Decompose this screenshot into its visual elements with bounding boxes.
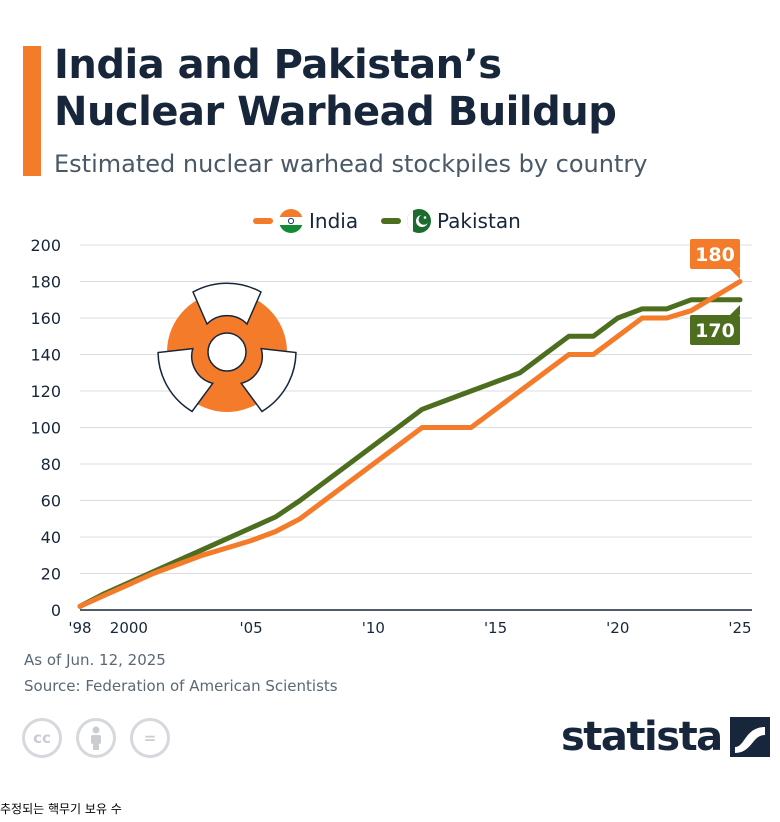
x-tick-label: '15 [484, 619, 507, 637]
x-tick-label: '20 [606, 619, 629, 637]
legend-swatch-pakistan [381, 218, 401, 224]
attribution-person-icon[interactable] [76, 718, 116, 758]
x-tick-label: 2000 [110, 619, 148, 637]
y-tick-label: 80 [41, 455, 61, 474]
y-tick-label: 40 [41, 528, 61, 547]
radiation-icon [157, 282, 297, 413]
axis-ticks: 0 20 40 60 80 100 120 140 160 180 200 '98 2000 '05 '10… [30, 236, 751, 637]
legend-swatch-india [253, 218, 273, 224]
y-tick-label: 180 [30, 273, 61, 292]
legend-item-india: India [253, 206, 358, 236]
end-value-badge: 170 [690, 305, 740, 345]
date-note: As of Jun. 12, 2025 [24, 651, 166, 669]
y-tick-label: 20 [41, 565, 61, 584]
y-tick-label: 100 [30, 419, 61, 438]
y-tick-label: 160 [30, 309, 61, 328]
x-tick-label: '10 [362, 619, 385, 637]
end-value-badge: 180 [690, 239, 740, 279]
y-tick-label: 60 [41, 492, 61, 511]
legend-label-india: India [309, 209, 359, 233]
legend-label-pakistan: Pakistan [437, 209, 521, 233]
title-line-1: India and Pakistan’s [54, 42, 502, 88]
series-lines [77, 279, 743, 609]
line-chart: 0 20 40 60 80 100 120 140 160 180 200 '98 2000 '05 '10… [30, 236, 752, 637]
end-labels: 180 170 [690, 239, 740, 345]
statista-logo[interactable]: statista [561, 712, 770, 762]
y-tick-label: 0 [51, 601, 61, 620]
source-note: Source: Federation of American Scientist… [24, 677, 338, 695]
pakistan-flag-icon [407, 209, 431, 233]
chart-grid [80, 244, 752, 611]
infographic-card: India and Pakistan’s Nuclear Warhead Bui… [0, 42, 780, 762]
statista-logo-text: statista [561, 714, 723, 760]
chart-legend: India Pakistan [0, 206, 780, 236]
y-tick-label: 200 [30, 236, 61, 255]
legend-item-pakistan: Pakistan [381, 206, 521, 236]
license-icons: cc = [22, 718, 184, 758]
series-line-india [77, 279, 743, 609]
y-tick-label: 140 [30, 346, 61, 365]
accent-bar [23, 46, 41, 176]
end-value-label: 170 [695, 320, 735, 342]
y-tick-label: 120 [30, 382, 61, 401]
end-value-label: 180 [695, 244, 735, 266]
india-flag-icon [279, 209, 303, 233]
x-tick-label: '25 [728, 619, 751, 637]
title-line-2: Nuclear Warhead Buildup [54, 89, 617, 135]
x-tick-label: '05 [240, 619, 263, 637]
page-subtitle: Estimated nuclear warhead stockpiles by … [54, 150, 648, 178]
statista-logo-mark-icon [729, 717, 770, 757]
creative-commons-icon[interactable]: cc [22, 718, 62, 758]
page-title: India and Pakistan’s Nuclear Warhead Bui… [54, 42, 754, 136]
no-derivatives-icon[interactable]: = [130, 718, 170, 758]
x-tick-label: '98 [68, 619, 91, 637]
series-line-pakistan [77, 297, 743, 609]
image-caption: 추정되는 핵무기 보유 수 [0, 802, 122, 816]
